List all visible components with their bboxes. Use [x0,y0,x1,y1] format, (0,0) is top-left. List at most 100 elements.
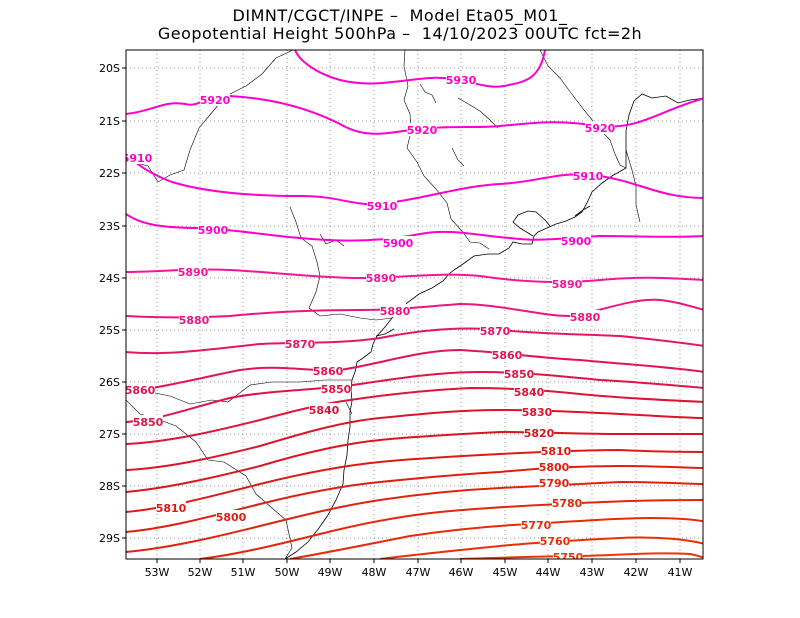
contour-label: 5920 [585,122,616,135]
map-title-line1: DIMNT/CGCT/INPE – Model Eta05_M01_ [232,6,568,25]
lon-label: 50W [275,566,300,579]
coastline [284,93,703,559]
contour-5870 [126,327,703,355]
contour-label-bg [480,324,510,337]
contour-label-bg [446,73,476,86]
contour-label-bg [492,348,522,361]
lon-label: 48W [362,566,387,579]
contour-label-bg [156,501,186,514]
contour-label: 5850 [504,368,535,381]
contour-label-bg [504,367,534,380]
contour-label: 5900 [383,237,414,250]
contour-label-bg [179,313,209,326]
contour-label: 5750 [553,551,584,564]
contour-label-bg [552,496,582,509]
contour-label: 5800 [539,461,570,474]
contour-label-bg [540,534,570,547]
contour-label: 5860 [125,384,156,397]
contour-label: 5790 [539,477,570,490]
contour-label-bg [126,383,155,396]
contour-label-bg [198,223,228,236]
lon-label: 52W [188,566,213,579]
contour-label-bg [514,385,544,398]
contour-label-bg [573,169,603,182]
contour-label: 5880 [380,305,411,318]
lat-label: 28S [99,480,120,493]
contour-labels: 5930 5920 5920 5920 5910 5910 5910 5900 5900 5900… [122,73,616,564]
contour-label: 5780 [552,497,583,510]
map-title-line2: Geopotential Height 500hPa – 14/10/2023 … [157,24,643,43]
contour-label: 5760 [540,535,571,548]
lat-label: 24S [99,272,120,285]
contour-label: 5890 [366,272,397,285]
contour-label: 5770 [521,519,552,532]
contour-label-bg [367,199,397,212]
latitude-axis: 20S 21S 22S 23S 24S 25S 26S 27S 28S 29S [99,62,126,545]
lon-label: 44W [536,566,561,579]
contour-5840 [126,386,703,445]
contour-label-bg [539,460,569,473]
contour-lines [126,50,703,559]
lon-label: 53W [145,566,170,579]
contour-label: 5920 [407,124,438,137]
contour-label: 5820 [524,427,555,440]
map-frame [125,49,704,560]
contour-label: 5860 [313,365,344,378]
contour-label: 5870 [285,338,316,351]
contour-label-bg [178,265,208,278]
lon-label: 51W [231,566,256,579]
lat-label: 21S [99,115,120,128]
contour-label: 5810 [541,445,572,458]
contour-label: 5910 [367,200,398,213]
contour-label: 5850 [321,383,352,396]
contour-label: 5810 [156,502,187,515]
contour-5890 [126,268,703,284]
contour-label: 5910 [122,152,153,165]
contour-5860 [126,348,703,393]
lon-label: 42W [624,566,649,579]
contour-label: 5910 [573,170,604,183]
lat-label: 29S [99,532,120,545]
contour-5850 [126,370,703,423]
contour-label-bg [313,364,343,377]
contour-5930 [294,50,546,88]
lat-label: 23S [99,220,120,233]
contour-label: 5900 [561,235,592,248]
contour-label-bg [570,310,600,323]
contour-label: 5930 [446,74,477,87]
contour-5830 [126,408,703,471]
contour-5780 [199,499,703,559]
contour-label-bg [366,271,396,284]
contour-label-bg [200,93,230,106]
contour-label: 5920 [200,94,231,107]
contour-label-bg [380,304,410,317]
contour-label-bg [407,123,437,136]
contour-label-bg [309,403,339,416]
contour-label-bg [561,234,591,247]
lon-label: 47W [406,566,431,579]
lon-label: 46W [449,566,474,579]
contour-label: 5840 [309,404,340,417]
contour-label-bg [585,121,615,134]
contour-label-bg [126,151,152,164]
contour-5750 [459,552,703,559]
contour-5820 [126,430,703,493]
lat-label: 20S [99,62,120,75]
contour-5880 [126,298,703,319]
contour-label: 5870 [480,325,511,338]
contour-label-bg [522,405,552,418]
contour-label-bg [216,510,246,523]
contour-label-bg [524,426,554,439]
contour-5770 [289,516,703,559]
lat-label: 27S [99,428,120,441]
contour-label: 5860 [492,349,523,362]
lon-label: 41W [668,566,693,579]
contour-label: 5830 [522,406,553,419]
contour-label-bg [285,337,315,350]
lon-label: 45W [493,566,518,579]
contour-label-bg [552,277,582,290]
contour-5790 [126,480,703,553]
contour-label-bg [541,444,571,457]
contour-label-bg [321,382,351,395]
